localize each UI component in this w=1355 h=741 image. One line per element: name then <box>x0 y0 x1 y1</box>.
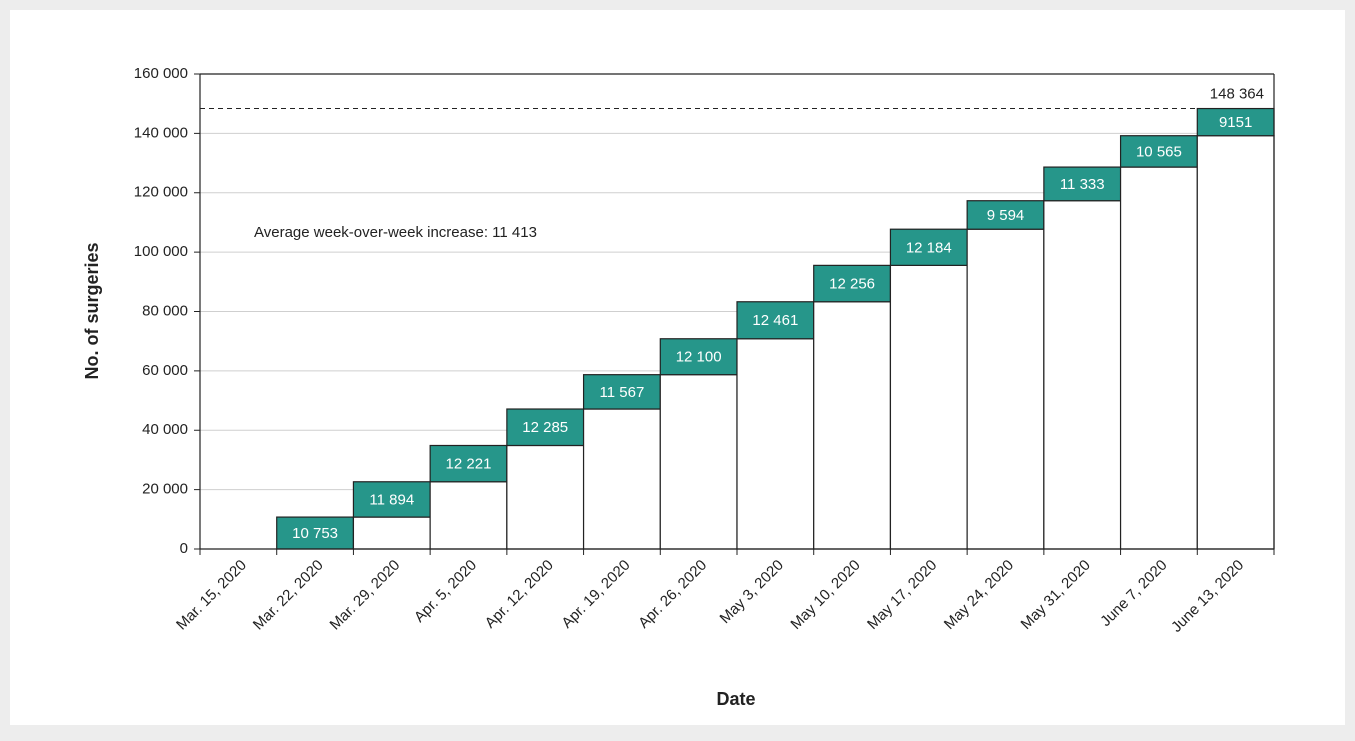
value-label: 12 285 <box>522 419 568 436</box>
bar <box>582 374 661 410</box>
base-bar <box>736 338 815 550</box>
base-bar <box>1196 135 1275 550</box>
bar <box>966 200 1045 230</box>
bar <box>1119 135 1198 168</box>
bar <box>1043 166 1122 202</box>
base-bar <box>352 516 431 550</box>
y-tick-label: 120 000 <box>134 184 188 201</box>
x-axis-label: Date <box>716 689 755 709</box>
y-tick-label: 20 000 <box>142 481 188 498</box>
bar <box>659 338 738 376</box>
value-label: 12 221 <box>446 456 492 473</box>
total-label: 148 364 <box>1210 86 1264 103</box>
value-label: 9151 <box>1219 114 1252 131</box>
y-tick-label: 40 000 <box>142 421 188 438</box>
value-label: 12 184 <box>906 239 952 256</box>
y-tick-label: 80 000 <box>142 302 188 319</box>
value-label: 10 753 <box>292 525 338 542</box>
base-bar <box>582 408 661 550</box>
base-bar <box>1043 200 1122 550</box>
annotation: Average week-over-week increase: 11 413 <box>254 224 537 241</box>
value-label: 9 594 <box>987 207 1025 224</box>
base-bar <box>659 374 738 550</box>
base-bar <box>813 301 892 550</box>
base-bar <box>966 228 1045 550</box>
base-bar <box>429 481 508 550</box>
base-bar <box>889 264 968 550</box>
value-label: 11 333 <box>1060 176 1105 193</box>
bar <box>813 264 892 303</box>
y-tick-label: 0 <box>180 540 188 557</box>
base-bar <box>1119 166 1198 550</box>
y-tick-label: 140 000 <box>134 124 188 141</box>
y-axis-label: No. of surgeries <box>82 242 102 379</box>
bar <box>889 228 968 266</box>
y-tick-label: 60 000 <box>142 362 188 379</box>
value-label: 12 100 <box>676 349 722 366</box>
value-label: 12 461 <box>752 312 798 329</box>
bar <box>506 408 585 447</box>
value-label: 11 567 <box>600 384 645 401</box>
value-label: 10 565 <box>1136 143 1182 160</box>
bar <box>429 444 508 483</box>
y-tick-label: 100 000 <box>134 243 188 260</box>
y-tick-label: 160 000 <box>134 65 188 82</box>
value-label: 11 894 <box>369 491 414 508</box>
base-bar <box>506 444 585 550</box>
value-label: 12 256 <box>829 276 875 293</box>
